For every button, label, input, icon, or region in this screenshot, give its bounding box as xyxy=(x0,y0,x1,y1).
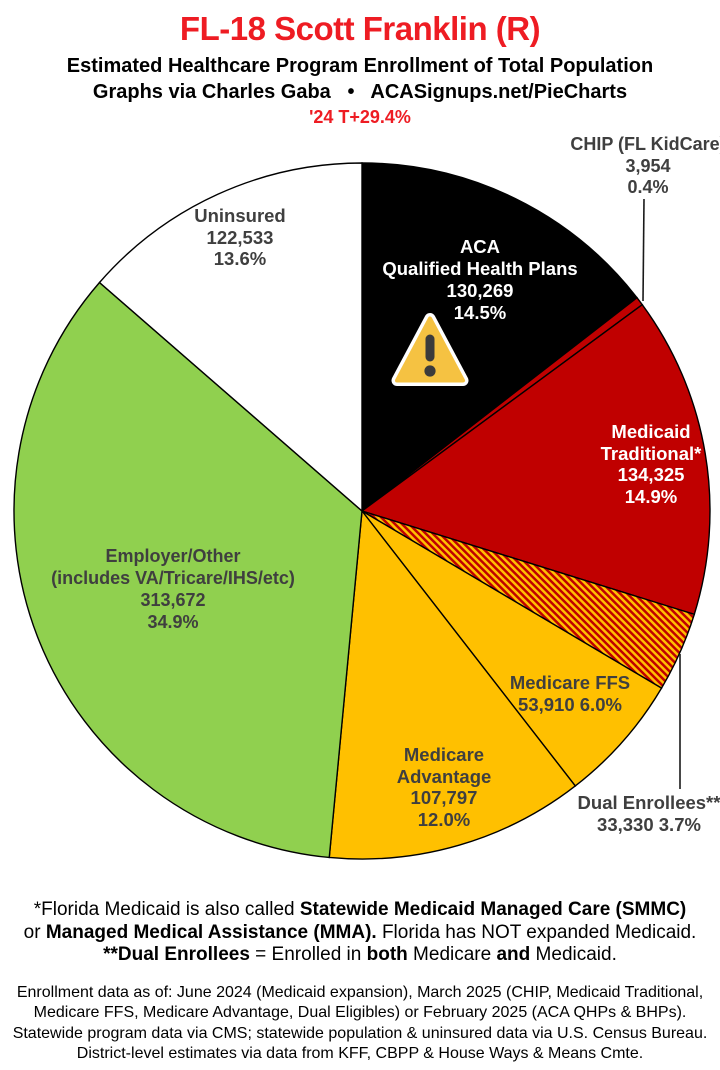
chip-callout-line xyxy=(642,198,645,302)
chip-label-value: 3,954 xyxy=(625,155,671,176)
uninsured-label-line: Uninsured xyxy=(194,205,286,226)
data-sources: Enrollment data as of: June 2024 (Medica… xyxy=(0,983,720,1065)
ma-label-value: 107,797 xyxy=(410,787,478,808)
dual-label-value: 33,330 3.7% xyxy=(597,813,701,835)
aca-slice-label: ACA Qualified Health Plans 130,269 14.5% xyxy=(382,236,577,324)
chip-callout-label: CHIP (FL KidCare) 3,954 0.4% xyxy=(570,134,720,199)
pie-slice-uninsured xyxy=(98,162,363,513)
warning-icon xyxy=(391,313,469,386)
aca-label-pct: 14.5% xyxy=(453,302,507,323)
medicaid-label-line: Traditional* xyxy=(600,442,702,464)
aca-label-value: 130,269 xyxy=(446,280,514,301)
footnotes: *Florida Medicaid is also called Statewi… xyxy=(0,899,720,967)
chart-subtitle: Estimated Healthcare Program Enrollment … xyxy=(66,55,654,77)
uninsured-slice-label: Uninsured 122,533 13.6% xyxy=(194,205,285,270)
ffs-label-value: 53,910 6.0% xyxy=(518,693,622,715)
footnote-line: **Dual Enrollees = Enrolled in both Medi… xyxy=(103,944,617,965)
medicaid-label-pct: 14.9% xyxy=(624,485,678,507)
aca-label-line: Qualified Health Plans xyxy=(382,258,578,279)
page-title: FL-18 Scott Franklin (R) xyxy=(179,10,541,47)
aca-label-line: ACA xyxy=(459,236,501,257)
employer-label-line: (includes VA/Tricare/IHS/etc) xyxy=(51,568,295,588)
chip-label-pct: 0.4% xyxy=(627,177,669,197)
uninsured-label-pct: 13.6% xyxy=(213,248,267,269)
employer-slice-label: Employer/Other (includes VA/Tricare/IHS/… xyxy=(51,545,295,633)
medicare-advantage-slice-label: Medicare Advantage 107,797 12.0% xyxy=(397,744,492,830)
ffs-label-line: Medicare FFS xyxy=(509,672,631,693)
ma-label-line: Advantage xyxy=(396,765,492,787)
pie-slice-ma xyxy=(328,509,577,860)
pie-slice-aca xyxy=(361,162,638,513)
footnote-line: *Florida Medicaid is also called Statewi… xyxy=(33,899,687,920)
trend-annotation: '24 T+29.4% xyxy=(309,107,411,127)
pie-slice-ffs xyxy=(361,510,663,787)
chip-label-line: CHIP (FL KidCare) xyxy=(570,134,720,154)
ma-label-line: Medicare xyxy=(403,744,485,765)
chart-byline: Graphs via Charles Gaba • ACASignups.net… xyxy=(92,81,628,103)
uninsured-label-value: 122,533 xyxy=(206,226,274,248)
employer-label-pct: 34.9% xyxy=(147,612,199,632)
employer-label-line: Employer/Other xyxy=(105,546,241,566)
pie-slice-medicaid xyxy=(360,303,711,616)
medicaid-label-line: Medicaid xyxy=(611,421,691,442)
source-line: Medicare FFS, Medicare Advantage, Dual E… xyxy=(33,1004,687,1022)
source-line: District-level estimates via data from K… xyxy=(76,1045,644,1063)
source-line: Enrollment data as of: June 2024 (Medica… xyxy=(16,984,704,1001)
medicaid-slice-label: Medicaid Traditional* 134,325 14.9% xyxy=(601,421,702,507)
medicaid-label-value: 134,325 xyxy=(617,464,685,485)
employer-label-value: 313,672 xyxy=(140,590,206,610)
medicare-ffs-slice-label: Medicare FFS 53,910 6.0% xyxy=(510,672,630,715)
dual-label-line: Dual Enrollees** xyxy=(577,792,720,813)
pie-slice-employer xyxy=(13,281,363,859)
footnote-line: or Managed Medical Assistance (MMA). Flo… xyxy=(23,921,697,943)
dual-callout-label: Dual Enrollees** 33,330 3.7% xyxy=(578,792,720,835)
source-line: Statewide program data via CMS; statewid… xyxy=(12,1024,708,1042)
ma-label-pct: 12.0% xyxy=(417,808,471,830)
pie-slices-group xyxy=(13,162,711,860)
